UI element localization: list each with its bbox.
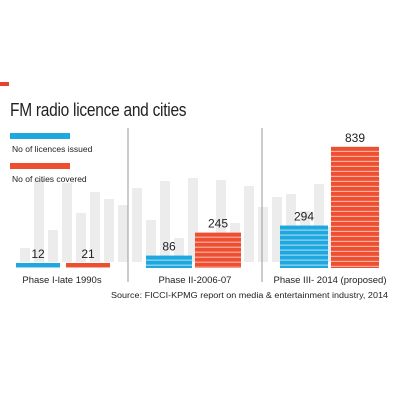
category-label: Phase III- 2014 (proposed): [273, 275, 386, 286]
bar: [331, 146, 379, 268]
legend-swatch: [10, 163, 70, 169]
bar-stripe: [195, 256, 241, 258]
accent-bar: [0, 82, 9, 86]
bar-stripe: [331, 255, 379, 258]
bar: [16, 263, 60, 268]
bar-stripe: [331, 160, 379, 163]
bar-stripe: [331, 205, 379, 208]
bar-stripe: [331, 230, 379, 233]
bar-stripe: [331, 155, 379, 158]
background-bar: [216, 180, 226, 262]
bar-stripe: [280, 234, 328, 236]
bar-stripe: [331, 180, 379, 183]
data-label: 294: [294, 210, 314, 224]
bar-stripe: [280, 259, 328, 261]
bar-stripe: [195, 266, 241, 268]
bar: [280, 225, 328, 268]
legend-label: No of licences issued: [12, 144, 93, 154]
background-bar: [272, 197, 282, 262]
legend: No of licences issued No of cities covere…: [10, 133, 93, 184]
labels-layer: 12 21 Phase I-late 1990s 86 245 Phase II-2006…: [22, 131, 386, 286]
bar-stripe: [331, 265, 379, 268]
bar-stripe: [331, 200, 379, 203]
bar-stripe: [195, 241, 241, 243]
background-bar: [104, 199, 114, 262]
bar-stripe: [331, 175, 379, 178]
background-bar: [118, 205, 128, 262]
bar-stripe: [280, 249, 328, 251]
chart-title: FM radio licence and cities: [10, 100, 187, 120]
bar-stripe: [331, 240, 379, 243]
bar-stripe: [146, 264, 192, 266]
bar-stripe: [331, 185, 379, 188]
bar-stripe: [195, 236, 241, 238]
bar-stripe: [331, 170, 379, 173]
background-bar: [90, 192, 100, 262]
background-bar: [244, 186, 254, 262]
bar-stripe: [280, 229, 328, 231]
bar-stripe: [331, 245, 379, 248]
bar-stripe: [280, 264, 328, 266]
category-label: Phase II-2006-07: [159, 275, 232, 286]
bar-stripe: [331, 225, 379, 228]
data-label: 245: [208, 217, 228, 231]
background-bar: [62, 183, 72, 262]
bar-stripe: [331, 190, 379, 193]
bar: [146, 255, 192, 268]
bar-stripe: [195, 251, 241, 253]
data-label: 12: [31, 247, 45, 261]
data-label: 21: [81, 247, 95, 261]
bar-stripe: [331, 195, 379, 198]
bars-layer: [16, 146, 379, 269]
legend-swatch: [10, 133, 70, 139]
background-bar: [174, 238, 184, 262]
background-bar: [258, 207, 268, 262]
bar-stripe: [280, 239, 328, 241]
background-bar: [76, 213, 86, 262]
bar-stripe: [331, 215, 379, 218]
bar-stripe: [331, 260, 379, 263]
background-bar: [188, 178, 198, 262]
bar-stripe: [331, 210, 379, 213]
background-bar: [20, 248, 30, 262]
bar-stripe: [331, 235, 379, 238]
background-bar: [160, 181, 170, 262]
bar: [66, 263, 110, 268]
bar-stripe: [331, 165, 379, 168]
bar-stripe: [280, 254, 328, 256]
bar-stripe: [195, 261, 241, 263]
bar-stripe: [331, 250, 379, 253]
bar-stripe: [331, 150, 379, 153]
bar-stripe: [280, 244, 328, 246]
background-bar: [48, 230, 58, 262]
background-bar: [132, 188, 142, 262]
background-bar: [34, 179, 44, 262]
legend-label: No of cities covered: [12, 174, 87, 184]
background-bar: [146, 220, 156, 262]
bar-stripe: [16, 267, 60, 269]
data-label: 839: [345, 131, 365, 145]
category-label: Phase I-late 1990s: [22, 275, 101, 286]
data-label: 86: [162, 240, 176, 254]
phase-dividers: [127, 128, 263, 282]
source-note: Source: FICCI-KPMG report on media & ent…: [111, 290, 388, 300]
bar-stripe: [195, 246, 241, 248]
bar-stripe: [331, 220, 379, 223]
background-bar: [314, 184, 324, 262]
bar-stripe: [146, 259, 192, 261]
bar-stripe: [66, 267, 110, 269]
